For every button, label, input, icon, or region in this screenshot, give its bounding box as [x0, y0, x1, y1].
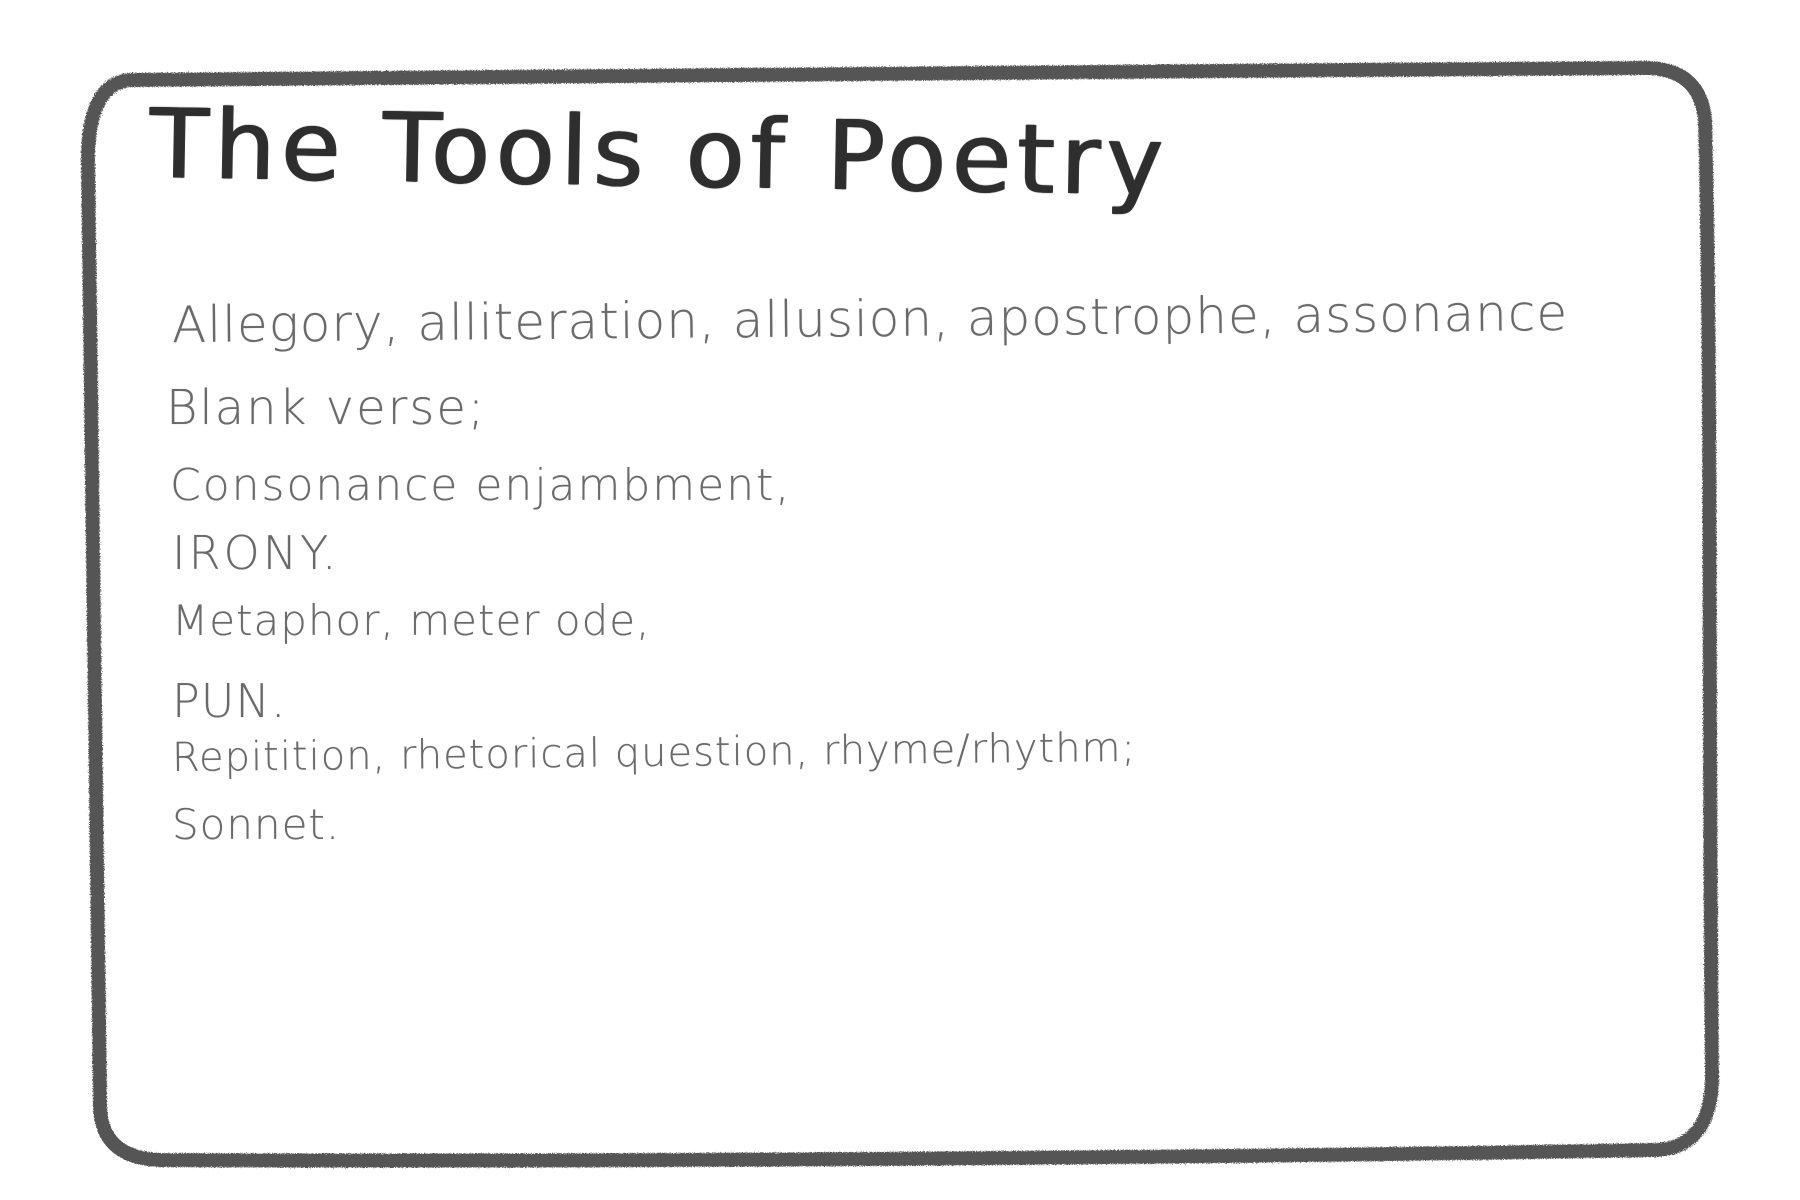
term-line: PUN. — [172, 674, 287, 728]
term-line: Repitition, rhetorical question, rhyme/r… — [171, 724, 1137, 782]
term-line: Sonnet. — [172, 800, 341, 849]
term-line: Consonance enjambment, — [170, 460, 792, 511]
term-line: Allegory, alliteration, allusion, apostr… — [171, 283, 1569, 355]
term-line: IRONY. — [172, 526, 340, 580]
card-title: The Tools of Poetry — [149, 88, 1171, 218]
term-line: Metaphor, meter ode, — [172, 596, 651, 645]
term-line: Blank verse; — [166, 380, 487, 436]
